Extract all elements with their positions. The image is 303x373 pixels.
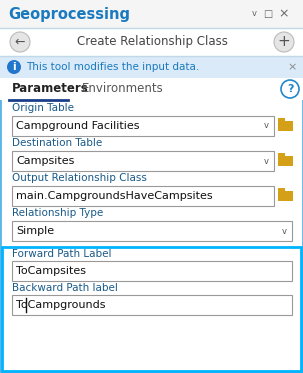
FancyBboxPatch shape — [278, 188, 285, 192]
FancyBboxPatch shape — [12, 151, 274, 171]
Text: Destination Table: Destination Table — [12, 138, 102, 148]
Text: Origin Table: Origin Table — [12, 103, 74, 113]
Circle shape — [281, 80, 299, 98]
Text: Simple: Simple — [16, 226, 54, 236]
FancyBboxPatch shape — [0, 56, 303, 78]
Text: +: + — [278, 34, 290, 50]
FancyBboxPatch shape — [12, 186, 274, 206]
FancyBboxPatch shape — [278, 121, 293, 131]
Text: □: □ — [263, 9, 273, 19]
Circle shape — [10, 32, 30, 52]
Text: v: v — [281, 226, 287, 235]
Text: Campground Facilities: Campground Facilities — [16, 121, 139, 131]
Text: ?: ? — [287, 84, 293, 94]
FancyBboxPatch shape — [278, 118, 285, 122]
Circle shape — [7, 60, 21, 74]
Text: ←: ← — [15, 35, 25, 48]
FancyBboxPatch shape — [278, 191, 293, 201]
Text: Parameters: Parameters — [12, 82, 89, 95]
Text: ×: × — [279, 7, 289, 21]
FancyBboxPatch shape — [278, 153, 285, 157]
Text: i: i — [12, 62, 16, 72]
FancyBboxPatch shape — [12, 295, 292, 315]
FancyBboxPatch shape — [2, 247, 301, 371]
FancyBboxPatch shape — [278, 156, 293, 166]
Text: v: v — [251, 9, 257, 19]
Text: ×: × — [287, 62, 297, 72]
FancyBboxPatch shape — [0, 78, 303, 100]
Text: Forward Path Label: Forward Path Label — [12, 249, 112, 259]
Text: ToCampsites: ToCampsites — [16, 266, 86, 276]
FancyBboxPatch shape — [0, 28, 303, 56]
Text: Output Relationship Class: Output Relationship Class — [12, 173, 147, 183]
Text: v: v — [264, 122, 268, 131]
Text: ToCampgrounds: ToCampgrounds — [16, 300, 105, 310]
Text: Geoprocessing: Geoprocessing — [8, 6, 130, 22]
Text: Backward Path label: Backward Path label — [12, 283, 118, 293]
Circle shape — [274, 32, 294, 52]
Text: Relationship Type: Relationship Type — [12, 208, 103, 218]
FancyBboxPatch shape — [0, 0, 303, 28]
Text: This tool modifies the input data.: This tool modifies the input data. — [26, 62, 199, 72]
Text: Environments: Environments — [82, 82, 164, 95]
Text: v: v — [264, 157, 268, 166]
Text: Create Relationship Class: Create Relationship Class — [77, 35, 228, 48]
FancyBboxPatch shape — [12, 261, 292, 281]
FancyBboxPatch shape — [12, 116, 274, 136]
Text: Campsites: Campsites — [16, 156, 74, 166]
Text: main.CampgroundsHaveCampsites: main.CampgroundsHaveCampsites — [16, 191, 213, 201]
FancyBboxPatch shape — [12, 221, 292, 241]
